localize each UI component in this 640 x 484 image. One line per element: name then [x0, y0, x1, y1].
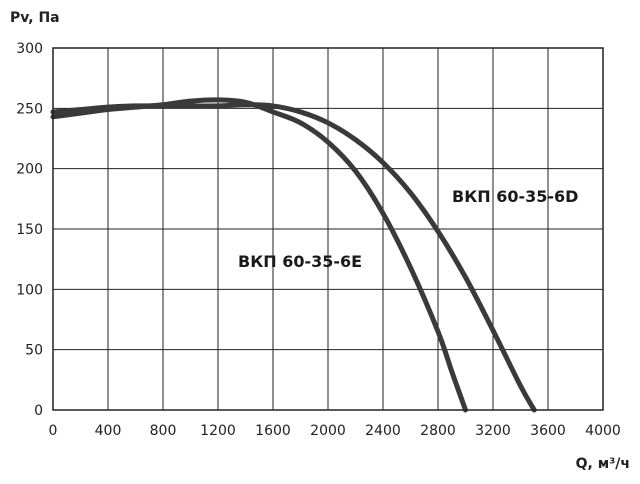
series-line-1: [50, 102, 537, 413]
series-label-6e: ВКП 60-35-6E: [238, 252, 362, 271]
x-tick-label: 1200: [200, 423, 236, 439]
x-tick-label: 3600: [530, 423, 566, 439]
tick-layer: 0 400 800 1200 1600 2000 2400 2800 3200 3600 4000 0…: [16, 41, 621, 439]
x-tick-label: 1600: [255, 423, 291, 439]
y-tick-label: 300: [16, 41, 43, 57]
x-tick-label: 2000: [310, 423, 346, 439]
y-tick-label: 50: [25, 343, 43, 359]
x-tick-label: 2800: [420, 423, 456, 439]
x-tick-label: 4000: [585, 423, 621, 439]
y-tick-label: 100: [16, 282, 43, 298]
y-tick-label: 200: [16, 162, 43, 178]
x-tick-label: 2400: [365, 423, 401, 439]
x-tick-label: 400: [95, 423, 122, 439]
x-tick-label: 0: [49, 423, 58, 439]
y-tick-label: 250: [16, 101, 43, 117]
x-tick-label: 3200: [475, 423, 511, 439]
curve-layer: [50, 97, 537, 413]
y-tick-label: 0: [34, 403, 43, 419]
y-axis-title: Pv, Па: [10, 10, 60, 26]
plot-frame: [52, 47, 604, 411]
grid-layer: [52, 47, 604, 411]
series-label-6d: ВКП 60-35-6D: [452, 187, 578, 206]
x-tick-label: 800: [150, 423, 177, 439]
x-axis-title: Q, м³/ч: [576, 456, 630, 472]
y-tick-label: 150: [16, 222, 43, 238]
